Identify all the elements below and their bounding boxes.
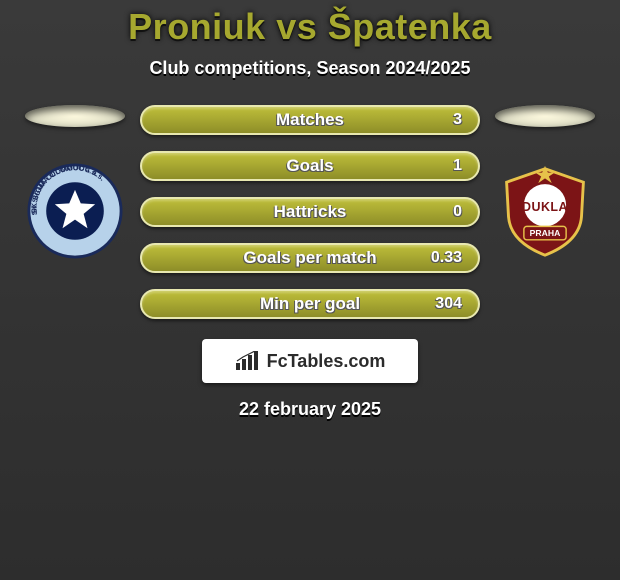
stat-label: Min per goal xyxy=(142,291,478,317)
right-team-crest: DUKLA PRAHA xyxy=(497,163,593,259)
stat-bars: Matches 3 Goals 1 Hattricks 0 Goals per … xyxy=(130,105,490,319)
right-team-column: DUKLA PRAHA xyxy=(490,105,600,259)
right-ellipse-icon xyxy=(495,105,595,127)
stat-value: 304 xyxy=(435,291,462,317)
stat-value: 3 xyxy=(453,107,462,133)
left-team-crest: SK SIGMA OLOMOUC a.s. SK SIGMA OLOMOUC a… xyxy=(27,163,123,259)
stat-value: 0.33 xyxy=(431,245,462,271)
stat-label: Goals xyxy=(142,153,478,179)
stat-bar-hattricks: Hattricks 0 xyxy=(140,197,480,227)
stat-bar-goals-per-match: Goals per match 0.33 xyxy=(140,243,480,273)
subtitle: Club competitions, Season 2024/2025 xyxy=(0,58,620,79)
stat-label: Goals per match xyxy=(142,245,478,271)
page-title: Proniuk vs Špatenka xyxy=(0,6,620,48)
svg-text:DUKLA: DUKLA xyxy=(522,200,568,214)
stat-value: 0 xyxy=(453,199,462,225)
bar-chart-icon xyxy=(235,351,261,371)
svg-text:PRAHA: PRAHA xyxy=(530,228,561,238)
left-team-column: SK SIGMA OLOMOUC a.s. SK SIGMA OLOMOUC a… xyxy=(20,105,130,259)
branding-text: FcTables.com xyxy=(267,351,386,372)
stat-bar-matches: Matches 3 xyxy=(140,105,480,135)
date-text: 22 february 2025 xyxy=(0,399,620,420)
stat-bar-goals: Goals 1 xyxy=(140,151,480,181)
left-ellipse-icon xyxy=(25,105,125,127)
branding-badge: FcTables.com xyxy=(202,339,418,383)
stat-value: 1 xyxy=(453,153,462,179)
stat-label: Hattricks xyxy=(142,199,478,225)
sigma-crest-icon: SK SIGMA OLOMOUC a.s. SK SIGMA OLOMOUC a… xyxy=(27,163,123,259)
stat-bar-min-per-goal: Min per goal 304 xyxy=(140,289,480,319)
stat-label: Matches xyxy=(142,107,478,133)
dukla-crest-icon: DUKLA PRAHA xyxy=(497,163,593,259)
comparison-content: SK SIGMA OLOMOUC a.s. SK SIGMA OLOMOUC a… xyxy=(0,105,620,319)
